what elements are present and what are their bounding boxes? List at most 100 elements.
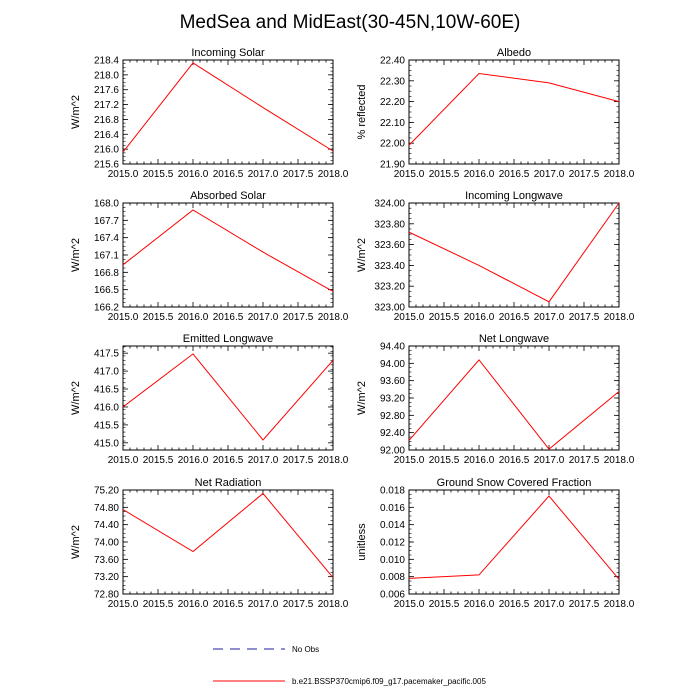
x-tick-label: 2015.0 xyxy=(394,599,425,610)
y-tick-label: 166.2 xyxy=(94,303,119,314)
x-tick-label: 2015.5 xyxy=(429,455,460,466)
y-axis-label: W/m^2 xyxy=(356,381,368,415)
x-tick-label: 2018.0 xyxy=(318,455,349,466)
x-tick-label: 2016.0 xyxy=(464,599,495,610)
x-tick-label: 2016.5 xyxy=(213,312,244,323)
y-axis-label: W/m^2 xyxy=(356,238,368,272)
y-axis-label: W/m^2 xyxy=(70,525,82,559)
y-tick-label: 217.6 xyxy=(94,85,119,96)
x-tick-label: 2015.0 xyxy=(108,599,139,610)
x-tick-label: 2015.5 xyxy=(143,455,174,466)
y-tick-label: 22.40 xyxy=(380,56,405,67)
x-tick-label: 2015.0 xyxy=(394,169,425,180)
x-tick-label: 2015.0 xyxy=(108,455,139,466)
x-tick-label: 2017.0 xyxy=(534,455,565,466)
y-tick-label: 415.5 xyxy=(94,420,119,431)
y-tick-label: 323.20 xyxy=(374,282,405,293)
x-tick-label: 2017.5 xyxy=(283,312,314,323)
y-tick-label: 167.1 xyxy=(94,251,119,262)
y-tick-label: 323.00 xyxy=(374,303,405,314)
panel-emitted-longwave: Emitted Longwave W/m^2 2015.0 2015.5 2016.0 2… xyxy=(70,333,349,466)
x-tick-label: 2016.5 xyxy=(499,312,530,323)
panel-absorbed-solar: Absorbed Solar W/m^2 2015.0 2015.5 2016.0 201… xyxy=(70,190,349,323)
x-tick-label: 2017.5 xyxy=(283,599,314,610)
x-tick-label: 2017.5 xyxy=(569,312,600,323)
panel-net-radiation: Net Radiation W/m^2 2015.0 2015.5 2016.0 2016… xyxy=(70,477,349,610)
y-tick-label: 323.60 xyxy=(374,240,405,251)
y-tick-label: 92.80 xyxy=(380,411,405,422)
series-line xyxy=(122,209,334,292)
x-tick-label: 2016.0 xyxy=(178,455,209,466)
y-tick-label: 216.0 xyxy=(94,145,119,156)
panel-net-longwave: Net Longwave W/m^2 2015.0 2015.5 2016.0 2016.… xyxy=(356,333,635,466)
x-tick-label: 2016.0 xyxy=(178,169,209,180)
x-tick-label: 2016.5 xyxy=(499,169,530,180)
y-axis-label: W/m^2 xyxy=(70,95,82,129)
y-tick-label: 166.8 xyxy=(94,268,119,279)
x-tick-label: 2017.0 xyxy=(534,169,565,180)
y-tick-label: 74.00 xyxy=(94,538,119,549)
y-tick-label: 93.60 xyxy=(380,376,405,387)
y-tick-label: 217.2 xyxy=(94,100,119,111)
x-tick-label: 2018.0 xyxy=(604,455,635,466)
y-tick-label: 417.0 xyxy=(94,367,119,378)
y-axis-label: W/m^2 xyxy=(70,238,82,272)
y-tick-label: 215.6 xyxy=(94,160,119,171)
x-tick-label: 2016.5 xyxy=(499,599,530,610)
panel-title: Incoming Longwave xyxy=(465,190,563,202)
series-line xyxy=(408,72,620,146)
x-tick-label: 2017.0 xyxy=(248,455,279,466)
plot-frame xyxy=(408,59,620,165)
x-tick-label: 2015.0 xyxy=(108,169,139,180)
y-tick-label: 0.016 xyxy=(380,503,405,514)
x-tick-label: 2017.5 xyxy=(569,455,600,466)
figure-title: MedSea and MidEast(30-45N,10W-60E) xyxy=(180,12,521,33)
y-tick-label: 92.00 xyxy=(380,446,405,457)
legend-model-label: b.e21.BSSP370cmip6.f09_g17.pacemaker_pac… xyxy=(292,677,486,686)
x-tick-label: 2015.5 xyxy=(143,599,174,610)
x-tick-label: 2015.5 xyxy=(429,169,460,180)
series-line xyxy=(408,495,620,580)
panel-title: Incoming Solar xyxy=(191,47,265,59)
panel-title: Absorbed Solar xyxy=(190,190,266,202)
y-tick-label: 94.40 xyxy=(380,342,405,353)
x-tick-label: 2018.0 xyxy=(604,599,635,610)
y-tick-label: 166.5 xyxy=(94,285,119,296)
y-tick-label: 167.7 xyxy=(94,216,119,227)
y-tick-label: 22.20 xyxy=(380,97,405,108)
x-tick-label: 2016.5 xyxy=(499,455,530,466)
plot-frame xyxy=(122,489,334,595)
y-tick-label: 22.10 xyxy=(380,118,405,129)
plot-frame xyxy=(122,202,334,308)
panel-ground-snow-covered-fraction: Ground Snow Covered Fraction unitless 2015… xyxy=(356,477,635,610)
panel-albedo: Albedo % reflected 2015.0 2015.5 2016.0 2016.… xyxy=(356,47,635,180)
x-tick-label: 2017.5 xyxy=(569,599,600,610)
panel-incoming-longwave: Incoming Longwave W/m^2 2015.0 2015.5 2016.0… xyxy=(356,190,635,323)
series-line xyxy=(408,202,620,303)
y-tick-label: 72.80 xyxy=(94,590,119,601)
y-tick-label: 0.018 xyxy=(380,486,405,497)
y-tick-label: 416.5 xyxy=(94,385,119,396)
series-line xyxy=(122,492,334,578)
y-tick-label: 22.00 xyxy=(380,139,405,150)
y-tick-label: 0.014 xyxy=(380,520,405,531)
y-tick-label: 21.90 xyxy=(380,160,405,171)
plot-frame xyxy=(408,345,620,451)
panel-title: Emitted Longwave xyxy=(183,333,274,345)
y-tick-label: 417.5 xyxy=(94,349,119,360)
panel-title: Net Longwave xyxy=(479,333,549,345)
y-tick-label: 0.008 xyxy=(380,572,405,583)
legend-obs-label: No Obs xyxy=(292,645,319,654)
x-tick-label: 2016.0 xyxy=(178,599,209,610)
y-tick-label: 0.012 xyxy=(380,538,405,549)
plot-frame xyxy=(122,345,334,451)
x-tick-label: 2017.5 xyxy=(569,169,600,180)
y-tick-label: 168.0 xyxy=(94,199,119,210)
legend: No Obs b.e21.BSSP370cmip6.f09_g17.pacema… xyxy=(213,645,486,686)
x-tick-label: 2016.0 xyxy=(464,169,495,180)
panel-title: Ground Snow Covered Fraction xyxy=(437,477,592,489)
y-tick-label: 218.0 xyxy=(94,70,119,81)
x-tick-label: 2015.5 xyxy=(429,312,460,323)
x-tick-label: 2018.0 xyxy=(604,169,635,180)
